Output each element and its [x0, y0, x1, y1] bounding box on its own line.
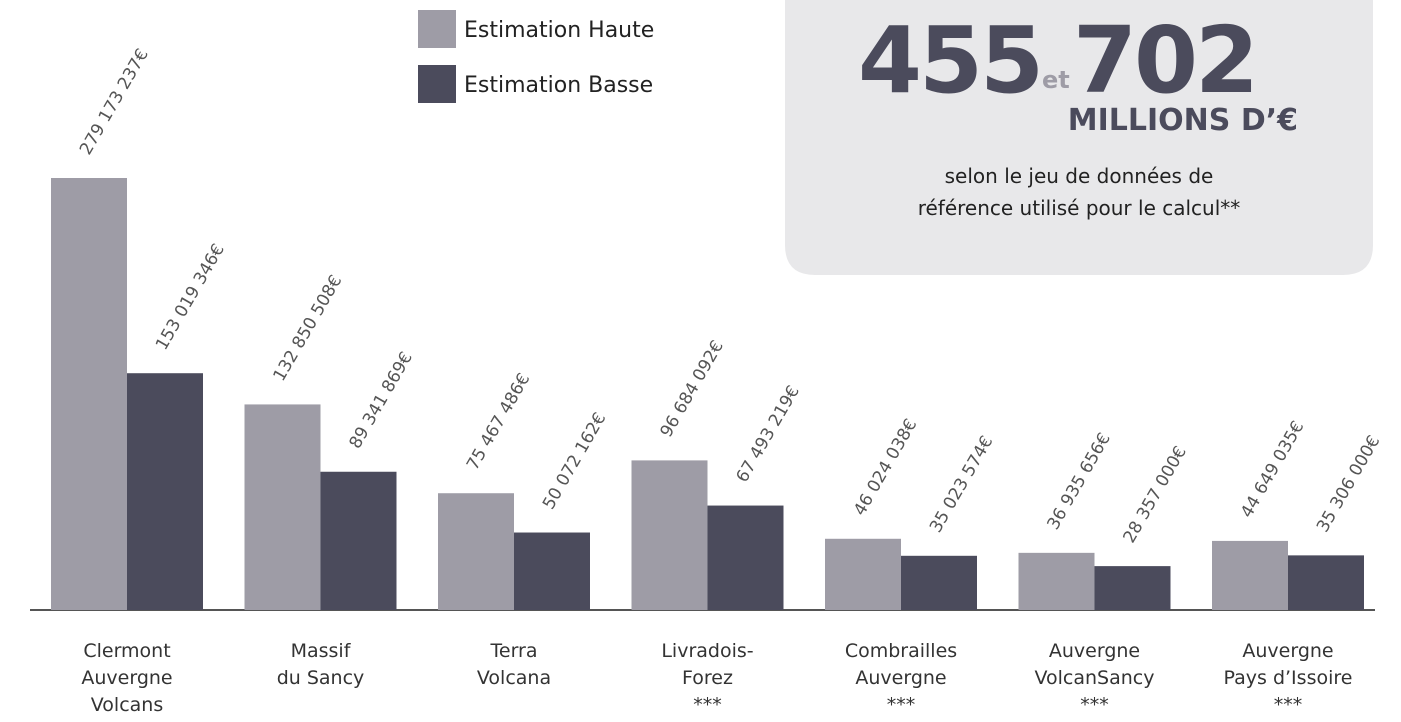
summary-unit: MILLIONS D’€	[1068, 103, 1298, 138]
bar	[1212, 540, 1288, 610]
value-label: 44 649 035€	[1237, 418, 1308, 522]
summary-connector: et	[1042, 66, 1070, 94]
legend-swatch	[418, 10, 456, 48]
summary-low: 455	[858, 7, 1041, 114]
value-label: 96 684 092€	[657, 337, 728, 441]
value-label: 67 493 219€	[733, 382, 804, 486]
bar	[1288, 555, 1364, 610]
value-label: 46 024 038€	[850, 416, 921, 520]
summary-high: 702	[1073, 7, 1256, 114]
bar	[127, 373, 203, 610]
legend-label: Estimation Haute	[464, 18, 654, 43]
summary-box	[785, 0, 1373, 275]
legend-swatch	[418, 65, 456, 103]
value-label: 35 306 000€	[1313, 432, 1384, 536]
x-tick-label: Auvergne VolcanSancy ***	[1034, 640, 1155, 716]
x-tick-label: Clermont Auvergne Volcans	[81, 640, 173, 716]
value-label: 279 173 237€	[76, 45, 153, 158]
bar	[244, 404, 321, 610]
bar	[1018, 552, 1095, 610]
bar	[707, 505, 784, 610]
bar	[825, 538, 901, 610]
x-tick-label: Auvergne Pays d’Issoire ***	[1223, 640, 1353, 716]
bar	[51, 178, 127, 610]
value-label: 36 935 656€	[1044, 430, 1115, 534]
value-label: 50 072 162€	[539, 409, 610, 513]
value-label: 75 467 486€	[463, 370, 534, 474]
bar	[901, 555, 977, 610]
value-label: 89 341 869€	[346, 349, 417, 453]
x-tick-label: Massif du Sancy	[276, 640, 365, 689]
bar	[514, 532, 590, 610]
value-label: 153 019 346€	[152, 241, 229, 354]
x-tick-label: Livradois- Forez ***	[661, 640, 754, 716]
bar	[320, 471, 397, 610]
x-tick-label: Terra Volcana	[476, 640, 552, 689]
summary-note: selon le jeu de données de référence uti…	[917, 164, 1241, 220]
bar	[1094, 566, 1171, 610]
bar	[438, 493, 514, 610]
bar	[631, 460, 708, 610]
value-label: 28 357 000€	[1120, 443, 1191, 547]
value-label: 132 850 508€	[270, 272, 347, 385]
x-tick-label: Combrailles Auvergne ***	[844, 640, 958, 716]
value-label: 35 023 574€	[926, 433, 997, 537]
legend-label: Estimation Basse	[464, 73, 653, 98]
